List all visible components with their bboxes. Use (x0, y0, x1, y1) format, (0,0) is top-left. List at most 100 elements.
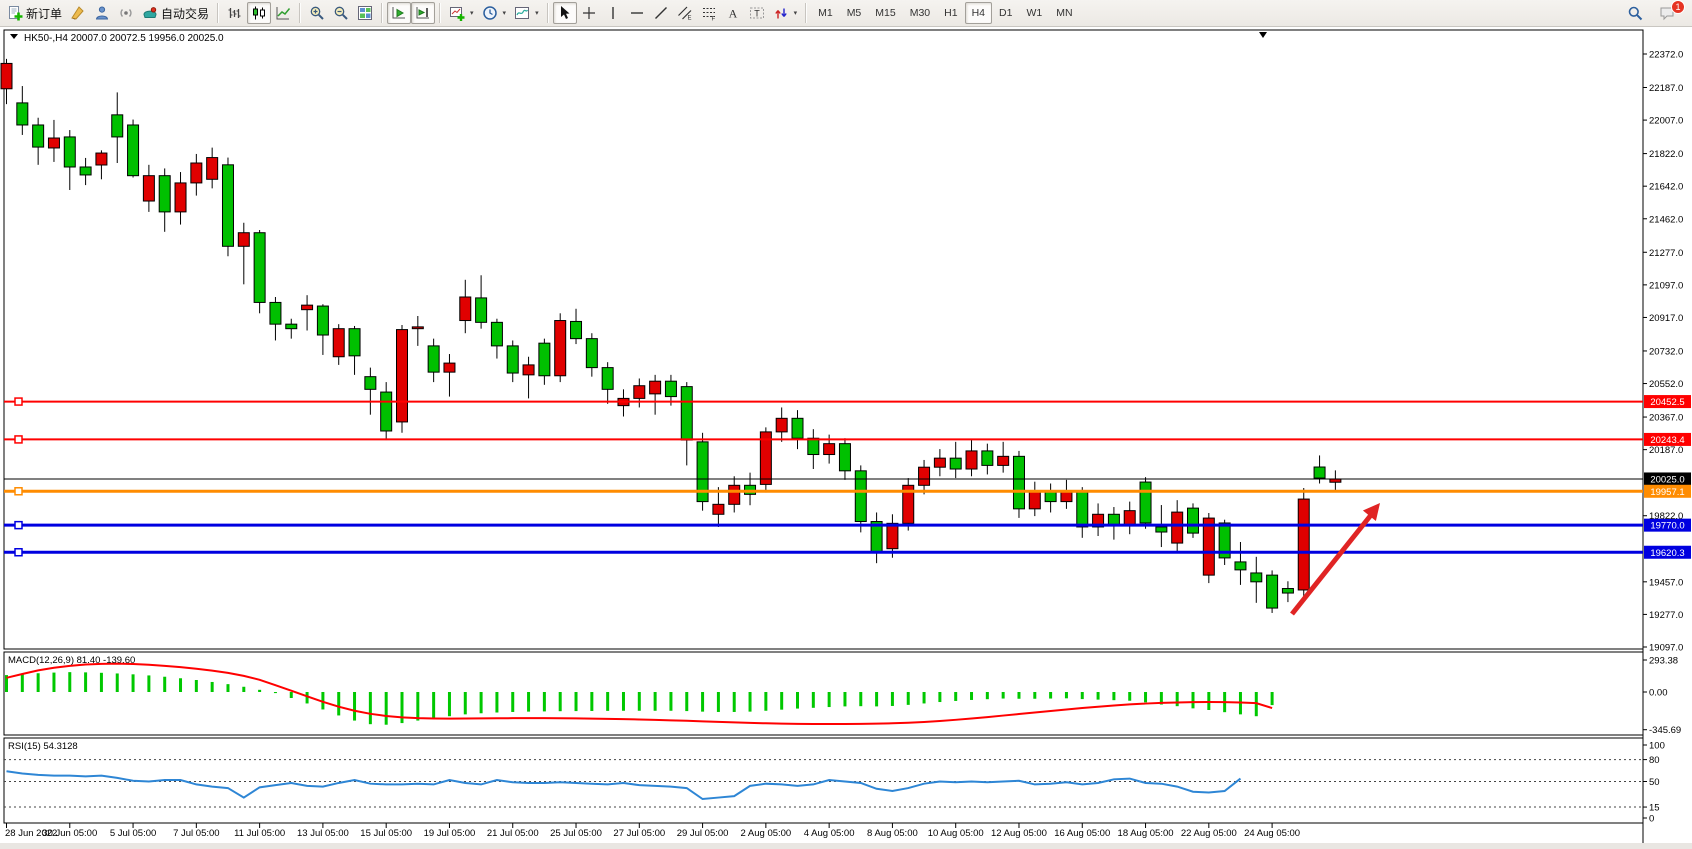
chart-shift-marker[interactable] (1259, 32, 1267, 38)
vertical-line-button[interactable] (601, 2, 625, 24)
candle-body (459, 296, 472, 322)
chat-button[interactable]: 1 (1655, 0, 1685, 24)
vline-icon (605, 5, 621, 21)
macd-label: MACD(12,26,9) 81.40 -139.60 (8, 655, 135, 666)
horizontal-line-button[interactable] (625, 2, 649, 24)
candle-body (63, 136, 76, 168)
resistance-line-1-anchor[interactable] (14, 397, 23, 406)
time-tick-label: 19 Jul 05:00 (424, 828, 476, 839)
candle-body (506, 345, 519, 374)
profile-button[interactable] (90, 2, 114, 24)
trendline-button[interactable] (649, 2, 673, 24)
tf-mn-button[interactable]: MN (1049, 2, 1079, 24)
toolbar-right: 1 (1623, 0, 1689, 24)
tf-h1-button[interactable]: H1 (937, 2, 964, 24)
candle-body (854, 470, 867, 523)
candle-body (348, 328, 361, 357)
time-tick-label: 22 Aug 05:00 (1181, 828, 1237, 839)
cursor-button[interactable] (552, 2, 577, 24)
candle-body (1107, 513, 1120, 526)
candle-body (728, 484, 741, 505)
candle-body (1297, 498, 1310, 591)
autotrading-button[interactable]: 自动交易 (138, 2, 213, 24)
tf-h4-button[interactable]: H4 (964, 2, 993, 24)
trend-arrow-head[interactable] (1362, 503, 1380, 521)
price-tick-label: 21277.0 (1649, 248, 1683, 259)
price-tick-label: 21097.0 (1649, 280, 1683, 291)
resistance-line-2-anchor[interactable] (14, 435, 23, 444)
price-lines: 20452.5 20243.4 20025.0 19957.1 19770.0 19620… (4, 395, 1691, 559)
new-order-button[interactable]: 新订单 (3, 2, 66, 24)
price-axis[interactable]: 22372.0 22187.0 22007.0 21822.0 21642.0 21462… (1643, 50, 1683, 654)
signals-button[interactable] (114, 2, 138, 24)
collapse-triangle-icon[interactable] (10, 34, 18, 39)
chart-shift-button[interactable] (411, 2, 436, 24)
new-chart-button[interactable]: ▾ (445, 2, 478, 24)
resistance-line-2-price-label: 20243.4 (1650, 435, 1684, 446)
candles-icon (251, 5, 267, 21)
svg-text:E: E (687, 16, 691, 22)
dropdown-caret-icon[interactable]: ▾ (470, 10, 474, 17)
time-tick-label: 12 Aug 05:00 (991, 828, 1047, 839)
auto-scroll-button[interactable] (387, 2, 412, 24)
zoom-in-button[interactable] (305, 2, 329, 24)
candle-body (1202, 517, 1215, 576)
status-strip (0, 843, 1692, 849)
support-line-2-anchor[interactable] (14, 548, 23, 557)
dropdown-caret-icon[interactable]: ▾ (535, 10, 539, 17)
tf-m1-button[interactable]: M1 (811, 2, 840, 24)
toolbar-separator (546, 3, 549, 23)
search-button[interactable] (1623, 2, 1647, 24)
time-tick-label: 5 Jul 05:00 (110, 828, 156, 839)
trend-arrow[interactable] (1290, 503, 1380, 616)
candle-body (554, 320, 567, 377)
candle-body (158, 175, 171, 213)
candle-body (918, 466, 931, 486)
candle-body (522, 364, 535, 376)
toolbar-separator (381, 3, 384, 23)
periodicity-button[interactable]: ▾ (478, 2, 511, 24)
person-icon (94, 5, 110, 21)
candle-body (269, 301, 282, 325)
tf-w1-button[interactable]: W1 (1019, 2, 1049, 24)
candle-body (649, 380, 662, 395)
arrows-button[interactable]: ▾ (769, 2, 802, 24)
support-line-1-price-label: 19770.0 (1650, 521, 1684, 532)
candle-body (427, 345, 440, 373)
text-button[interactable]: A (721, 2, 745, 24)
bar-chart-button[interactable] (223, 2, 247, 24)
tf-d1-button[interactable]: D1 (992, 2, 1019, 24)
tf-m30-button[interactable]: M30 (903, 2, 937, 24)
dropdown-caret-icon[interactable]: ▾ (793, 10, 798, 17)
equidistant-channel-button[interactable]: E (673, 2, 697, 24)
candle-body (1012, 455, 1025, 510)
tf-m15-button[interactable]: M15 (868, 2, 902, 24)
candle-body (759, 431, 772, 485)
dropdown-caret-icon[interactable]: ▾ (502, 10, 507, 17)
support-line-1-anchor[interactable] (14, 520, 23, 530)
zoom-out-button[interactable] (329, 2, 353, 24)
styler-button[interactable] (66, 2, 90, 24)
line-chart-button[interactable] (271, 2, 295, 24)
candle-body (585, 338, 598, 369)
time-tick-label: 11 Jul 05:00 (234, 828, 285, 839)
candle-body (1234, 561, 1247, 571)
trend-arrow-line[interactable] (1290, 513, 1373, 616)
tf-h4-label: H4 (971, 7, 986, 19)
orange-level-line-anchor[interactable] (14, 487, 23, 496)
rsi-indicator: RSI(15) 54.3128 100 80 50 150 (4, 741, 1665, 825)
text-label-button[interactable]: T (745, 2, 769, 24)
tf-m5-button[interactable]: M5 (840, 2, 869, 24)
candlestick-chart-button[interactable] (247, 2, 272, 24)
crosshair-button[interactable] (577, 2, 601, 24)
tf-m30-label: M30 (909, 7, 931, 19)
fibonacci-button[interactable]: F (697, 2, 721, 24)
toolbar-separator (217, 3, 220, 23)
templates-button[interactable]: ▾ (510, 2, 543, 24)
rsi-panel (3, 737, 1644, 824)
tile-windows-button[interactable] (353, 2, 377, 24)
candle-body (664, 380, 677, 398)
zoom-in-icon (309, 5, 325, 21)
